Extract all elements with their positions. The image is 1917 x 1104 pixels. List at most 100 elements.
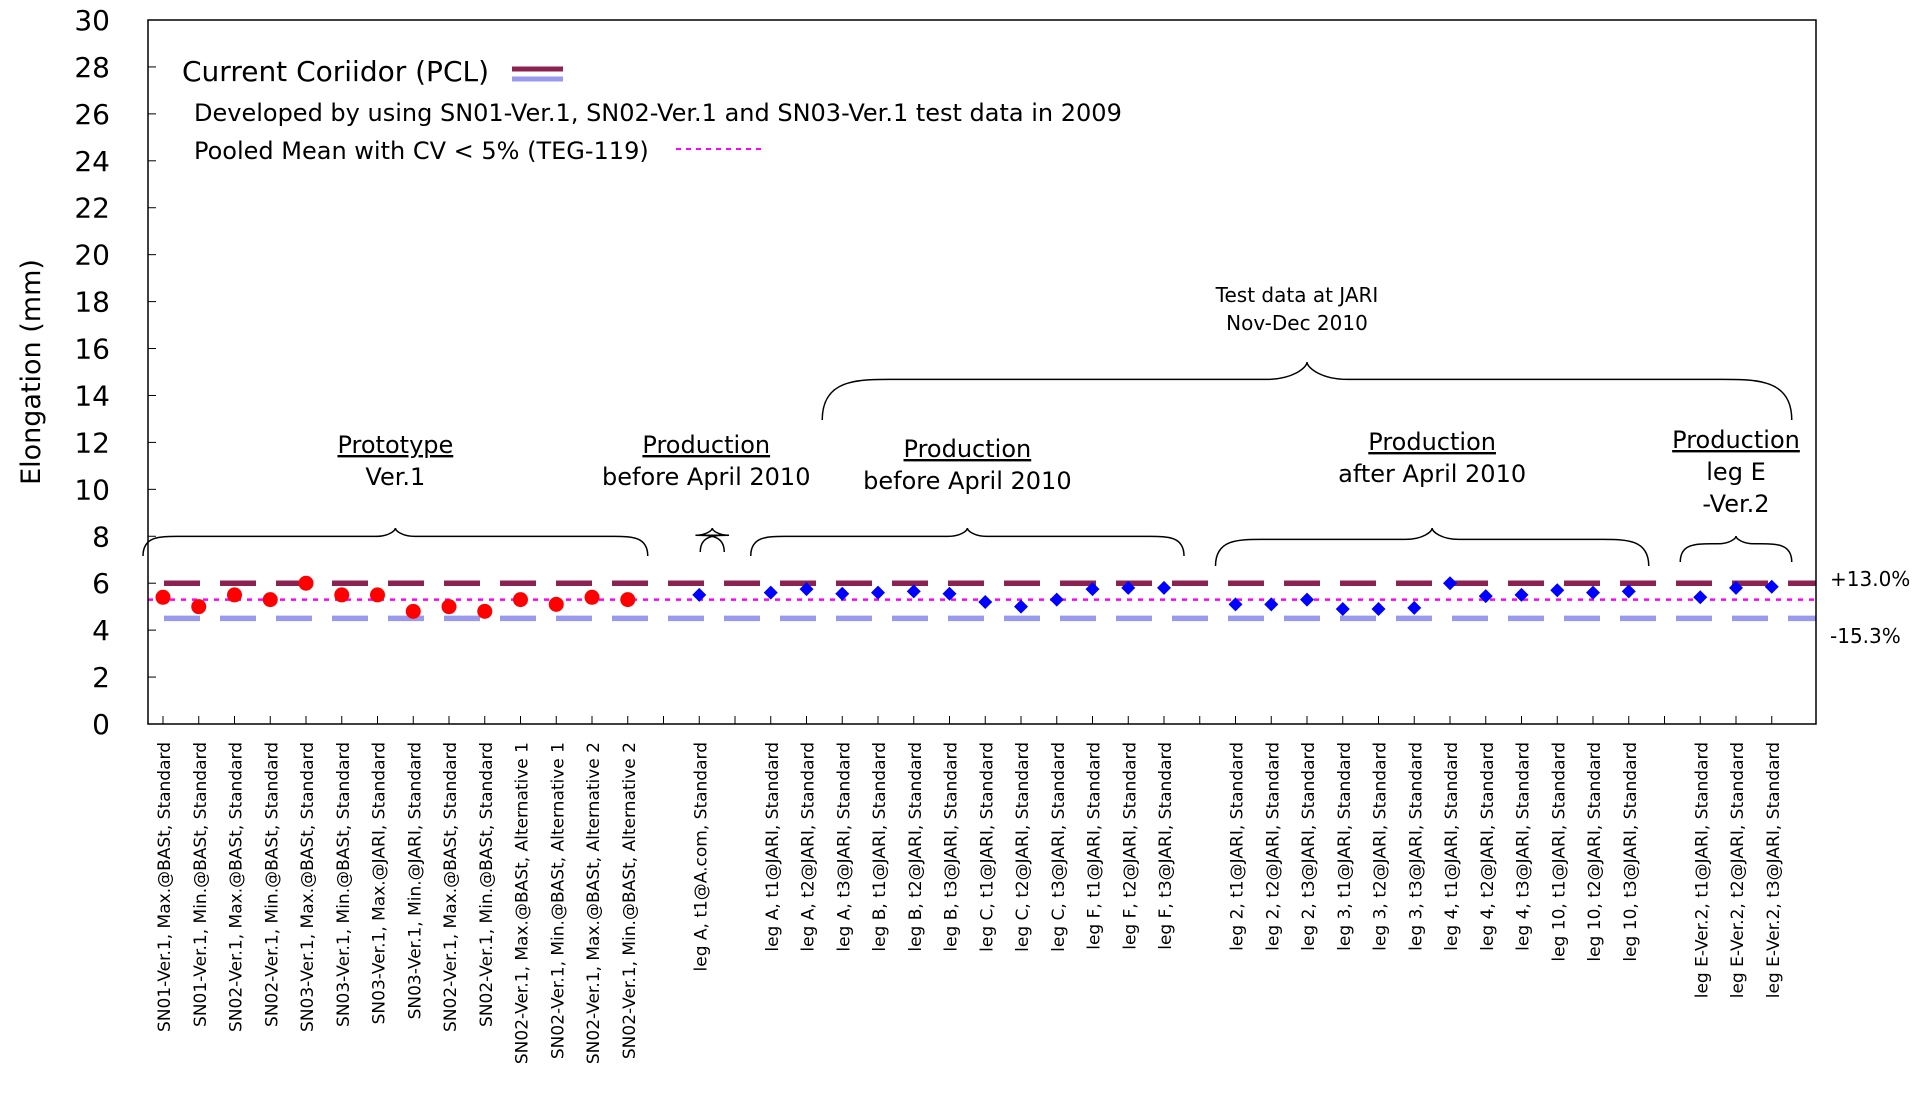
jari-brace [821, 361, 1793, 421]
x-tick-label: SN03-Ver.1, Min.@JARI, Standard [405, 742, 425, 1019]
data-point-diamond [763, 585, 778, 600]
upper-corridor-label: +13.0% [1830, 567, 1910, 591]
x-tick-label: leg 10, t3@JARI, Standard [1621, 742, 1641, 962]
x-tick-label: SN02-Ver.1, Min.@BASt, Alternative 1 [548, 742, 568, 1059]
x-tick-label: SN02-Ver.1, Min.@BASt, Alternative 2 [620, 742, 640, 1059]
data-point-circle [370, 587, 385, 603]
legend-corridor-label: Current Coriidor (PCL) [182, 55, 489, 88]
plot-frame [147, 19, 1817, 725]
data-point-diamond [1550, 583, 1565, 598]
x-tick-label: leg 2, t3@JARI, Standard [1299, 742, 1319, 951]
data-point-diamond [1335, 602, 1350, 617]
x-tick-label: SN02-Ver.1, Min.@BASt, Standard [262, 742, 282, 1027]
data-point-diamond [1478, 589, 1493, 604]
x-tick-label: leg B, t1@JARI, Standard [870, 742, 890, 952]
data-point-circle [477, 603, 493, 619]
data-point-diamond [1443, 576, 1457, 591]
x-tick-label: leg E-Ver.2, t2@JARI, Standard [1728, 742, 1748, 998]
data-point-diamond [1586, 585, 1600, 600]
group-subtitle-2: -Ver.2 [1702, 490, 1769, 518]
data-point-diamond [942, 586, 957, 601]
legend-developed-note: Developed by using SN01-Ver.1, SN02-Ver.… [194, 99, 1122, 127]
group-title: Production [1368, 428, 1496, 456]
data-point-circle [620, 592, 636, 608]
x-tick-label: leg 3, t1@JARI, Standard [1335, 742, 1355, 951]
group-title: Production [904, 435, 1032, 463]
group-subtitle: before April 2010 [863, 467, 1071, 495]
group-subtitle: after April 2010 [1338, 460, 1526, 488]
x-tick-label: leg C, t3@JARI, Standard [1049, 742, 1069, 952]
data-point-diamond [978, 594, 993, 609]
data-point-diamond [1300, 592, 1314, 607]
group-subtitle: leg E [1706, 458, 1765, 486]
y-tick-label: 6 [92, 567, 110, 600]
x-tick-label: leg E-Ver.2, t1@JARI, Standard [1692, 742, 1712, 998]
x-tick-label: leg 4, t2@JARI, Standard [1478, 742, 1498, 951]
x-tick-label: SN03-Ver.1, Max.@BASt, Standard [298, 742, 318, 1032]
x-tick-label: SN02-Ver.1, Max.@BASt, Standard [441, 742, 461, 1032]
y-tick-label: 4 [92, 614, 110, 647]
jari-annotation-line1: Test data at JARI [1215, 283, 1379, 307]
data-point-circle [405, 603, 421, 619]
data-point-diamond [692, 587, 707, 602]
data-point-diamond [1764, 579, 1779, 594]
y-tick-label: 12 [74, 426, 110, 459]
y-tick-label: 18 [74, 286, 110, 319]
lower-corridor-label: -15.3% [1830, 624, 1901, 648]
x-tick-label: SN02-Ver.1, Max.@BASt, Alternative 2 [584, 742, 604, 1064]
x-tick-label: leg B, t2@JARI, Standard [906, 742, 926, 952]
data-point-diamond [835, 586, 850, 601]
group-brace [695, 527, 730, 553]
data-point-circle [262, 592, 278, 608]
x-tick-label: leg 10, t2@JARI, Standard [1585, 742, 1605, 962]
data-point-diamond [1621, 584, 1636, 599]
data-point-diamond [1407, 600, 1422, 615]
data-point-diamond [1014, 599, 1028, 614]
data-point-diamond [871, 585, 885, 600]
x-tick-label: leg E-Ver.2, t3@JARI, Standard [1764, 742, 1784, 998]
data-point-diamond [1228, 597, 1243, 612]
x-tick-label: SN02-Ver.1, Max.@BASt, Standard [227, 742, 247, 1032]
x-tick-label: leg C, t2@JARI, Standard [1013, 742, 1033, 952]
y-tick-label: 14 [74, 379, 110, 412]
x-tick-label: SN01-Ver.1, Max.@BASt, Standard [155, 742, 175, 1032]
data-point-diamond [1085, 582, 1100, 597]
group-title: Prototype [337, 431, 453, 459]
x-tick-label: leg A, t2@JARI, Standard [799, 742, 819, 952]
x-tick-label: leg F, t2@JARI, Standard [1120, 742, 1140, 950]
data-point-circle [548, 596, 564, 612]
data-point-circle [298, 575, 314, 591]
y-tick-label: 8 [92, 520, 110, 553]
x-tick-label: leg 3, t2@JARI, Standard [1371, 742, 1391, 951]
data-point-circle [334, 587, 350, 603]
x-tick-label: leg B, t3@JARI, Standard [942, 742, 962, 952]
x-tick-label: SN03-Ver.1, Max.@JARI, Standard [370, 742, 390, 1024]
group-title: Production [1672, 426, 1800, 454]
y-tick-label: 0 [92, 708, 110, 741]
data-point-diamond [1049, 592, 1064, 607]
y-tick-label: 20 [74, 239, 110, 272]
x-tick-label: leg 3, t3@JARI, Standard [1406, 742, 1426, 951]
x-tick-label: leg F, t3@JARI, Standard [1156, 742, 1176, 950]
data-point-diamond [1514, 587, 1529, 602]
x-tick-label: leg A, t1@A.com, Standard [691, 742, 711, 971]
x-tick-label: SN02-Ver.1, Max.@BASt, Alternative 1 [513, 742, 533, 1064]
x-tick-label: leg A, t3@JARI, Standard [834, 742, 854, 952]
group-subtitle: Ver.1 [365, 463, 425, 491]
x-tick-label: leg F, t1@JARI, Standard [1085, 742, 1105, 950]
data-point-circle [227, 587, 242, 603]
x-tick-label: leg 4, t1@JARI, Standard [1442, 742, 1462, 951]
jari-annotation-line2: Nov-Dec 2010 [1226, 311, 1368, 335]
x-tick-label: SN03-Ver.1, Min.@BASt, Standard [334, 742, 354, 1027]
x-tick-label: leg 2, t2@JARI, Standard [1263, 742, 1283, 951]
data-point-diamond [1371, 602, 1386, 617]
group-brace [1679, 535, 1793, 563]
y-tick-label: 30 [74, 4, 110, 37]
x-tick-label: leg 4, t3@JARI, Standard [1514, 742, 1534, 951]
x-tick-label: leg A, t1@JARI, Standard [763, 742, 783, 952]
y-tick-label: 26 [74, 98, 110, 131]
y-tick-label: 22 [74, 192, 110, 225]
data-point-circle [155, 589, 171, 605]
data-point-diamond [1729, 580, 1743, 595]
